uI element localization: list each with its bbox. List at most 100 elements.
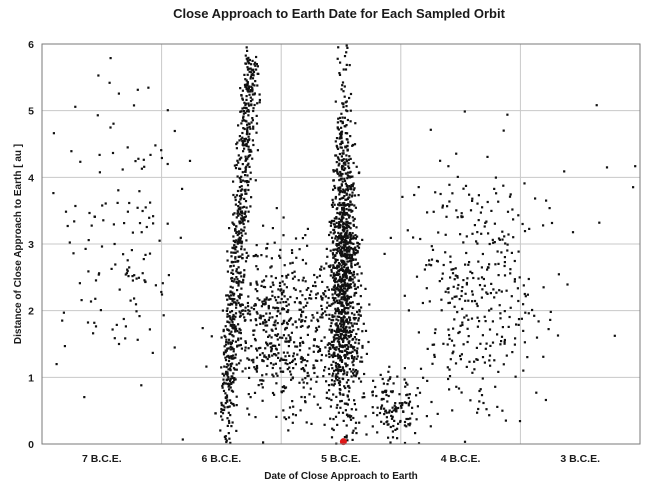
data-point [282,370,285,373]
data-point [244,155,247,158]
data-point [304,280,307,283]
data-point [481,334,484,337]
data-point [276,338,279,341]
data-point [246,301,249,305]
data-point [355,432,358,435]
data-point [346,304,349,307]
data-point [349,236,352,239]
data-point [503,261,506,264]
data-point [352,359,355,362]
data-point [262,441,265,444]
data-point [271,316,274,319]
data-point [343,316,346,319]
data-point [548,207,551,210]
data-point [339,359,342,362]
data-point [344,386,347,390]
data-point [382,397,385,401]
data-point [355,291,358,294]
data-point [292,367,295,370]
data-point [282,321,285,324]
data-point [426,379,429,382]
data-point [272,306,275,309]
data-point [344,409,347,412]
data-point [263,286,267,289]
data-point [272,323,275,327]
data-point [283,358,286,361]
data-point [341,303,344,306]
data-point [344,297,347,300]
data-point [245,251,248,254]
data-point [332,274,335,277]
data-point [344,145,347,148]
data-point [335,271,338,274]
data-point [310,290,313,293]
data-point [344,198,347,201]
data-point [276,310,279,313]
data-point [304,316,308,319]
data-point [245,239,248,242]
data-point [320,339,323,342]
data-point [462,343,465,346]
data-point [248,165,251,168]
data-point [441,206,444,209]
data-point [253,63,256,66]
data-point [329,274,332,277]
data-point [310,297,313,300]
data-point [408,393,411,396]
data-point [500,340,503,343]
data-point [137,157,140,160]
data-point [249,90,252,93]
data-point [452,350,455,353]
data-point [515,323,518,326]
data-point [325,380,328,383]
data-point [336,170,339,173]
data-point [274,276,277,280]
data-point [542,224,545,227]
data-point [337,157,340,160]
data-point [336,363,339,366]
data-point [537,320,540,323]
data-point [444,290,447,293]
data-point [234,167,238,170]
data-point [334,310,338,313]
data-point [267,298,271,301]
data-point [230,251,233,254]
data-point [238,295,241,298]
data-point [403,424,406,427]
data-point [222,404,225,407]
data-point [256,283,259,286]
data-point [240,248,243,251]
data-point [242,116,245,119]
data-point [319,406,322,409]
data-point [313,273,316,277]
data-point [341,259,344,263]
data-point [425,415,428,418]
data-point [225,371,228,374]
data-point [247,393,250,396]
data-point [232,264,235,267]
data-point [338,368,341,371]
data-point [403,401,407,404]
data-point [298,381,301,384]
data-point [557,273,560,276]
data-point [228,405,231,408]
data-point [235,404,238,407]
data-point [134,160,137,163]
data-point [241,303,244,306]
data-point [249,75,253,78]
data-point [290,331,293,334]
data-point [239,255,242,258]
data-point [346,213,349,216]
data-point [255,114,258,117]
data-point [336,337,339,340]
data-point [493,359,496,362]
data-point [255,55,258,59]
data-point [334,195,337,199]
data-point [352,337,355,341]
data-point [237,124,240,127]
data-point [497,237,501,240]
data-point [242,127,245,130]
data-point [346,229,349,232]
data-point [248,132,251,135]
data-point [352,161,355,165]
